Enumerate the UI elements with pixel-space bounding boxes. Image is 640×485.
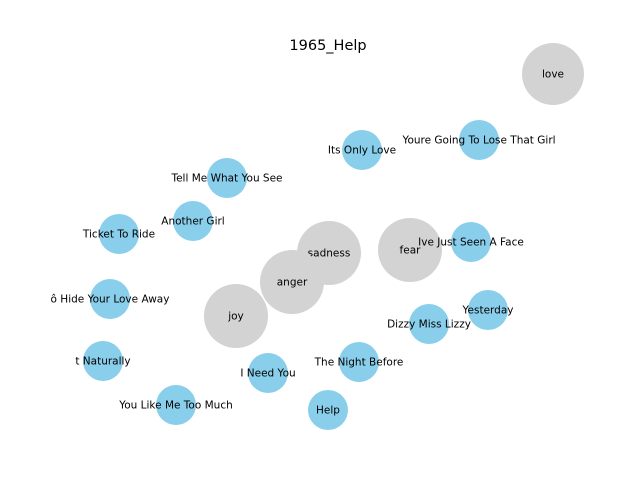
song-node-circle (99, 214, 139, 254)
song-node-label: Help (316, 405, 340, 417)
song-node-circle (173, 201, 213, 241)
emotion-node-circle (260, 250, 324, 314)
song-node-label: Yesterday (462, 305, 514, 317)
song-node-circle (90, 279, 130, 319)
song-node-label: Tell Me What You See (170, 173, 282, 185)
emotion-node-fear: fear (378, 218, 442, 282)
emotion-node-anger: anger (260, 250, 324, 314)
song-node-circle (339, 342, 379, 382)
song-node-another-girl: Another Girl (161, 201, 225, 241)
emotion-node-label: joy (227, 311, 244, 323)
emotion-node-label: love (542, 69, 564, 81)
song-node-label: Its Only Love (328, 145, 396, 157)
song-node-circle (156, 385, 196, 425)
song-node-label: I Need You (240, 368, 295, 380)
emotion-nodes: love sadness fear anger joy (204, 43, 584, 348)
song-node-label: Youre Going To Lose That Girl (401, 135, 555, 147)
song-node-label: You Like Me Too Much (118, 400, 233, 412)
song-node-label: Another Girl (161, 216, 224, 228)
song-node-circle (459, 120, 499, 160)
song-node-circle (83, 341, 123, 381)
song-node-circle (342, 130, 382, 170)
emotion-node-circle (204, 284, 268, 348)
song-node-circle (409, 304, 449, 344)
song-node-circle (308, 390, 348, 430)
song-node-label: The Night Before (314, 357, 404, 369)
song-node-its-only-love: Its Only Love (328, 130, 396, 170)
song-node-circle (248, 353, 288, 393)
song-node-you-like-me-too-much: You Like Me Too Much (118, 385, 233, 425)
song-node-label: t Naturally (75, 356, 130, 368)
diagram-title: 1965_Help (289, 38, 366, 54)
song-node-youve-got-to-hide-your-love-away: ô Hide Your Love Away (51, 279, 170, 319)
song-node-help: Help (308, 390, 348, 430)
song-node-ive-just-seen-a-face: Ive Just Seen A Face (418, 222, 524, 262)
song-node-label: ô Hide Your Love Away (51, 294, 170, 306)
song-node-label: Dizzy Miss Lizzy (387, 319, 471, 331)
emotion-node-circle (378, 218, 442, 282)
song-node-label: Ive Just Seen A Face (418, 237, 524, 249)
song-node-yesterday: Yesterday (462, 290, 514, 330)
song-node-the-night-before: The Night Before (314, 342, 404, 382)
emotion-node-label: fear (400, 245, 422, 257)
emotion-node-joy: joy (204, 284, 268, 348)
song-node-tell-me-what-you-see: Tell Me What You See (170, 158, 283, 198)
song-node-ticket-to-ride: Ticket To Ride (82, 214, 155, 254)
song-node-i-need-you: I Need You (240, 353, 296, 393)
emotion-node-love: love (522, 43, 584, 105)
song-node-circle (207, 158, 247, 198)
emotion-node-circle (522, 43, 584, 105)
song-node-label: Ticket To Ride (82, 229, 155, 241)
song-node-circle (451, 222, 491, 262)
song-node-dizzy-miss-lizzy: Dizzy Miss Lizzy (387, 304, 471, 344)
song-nodes: Youre Going To Lose That Girl Its Only Lo… (51, 120, 556, 430)
emotion-node-label: anger (277, 277, 308, 289)
emotion-node-label: sadness (308, 248, 351, 260)
song-node-circle (468, 290, 508, 330)
song-node-act-naturally: t Naturally (75, 341, 131, 381)
song-node-youre-going-to-lose-that-girl: Youre Going To Lose That Girl (401, 120, 556, 160)
